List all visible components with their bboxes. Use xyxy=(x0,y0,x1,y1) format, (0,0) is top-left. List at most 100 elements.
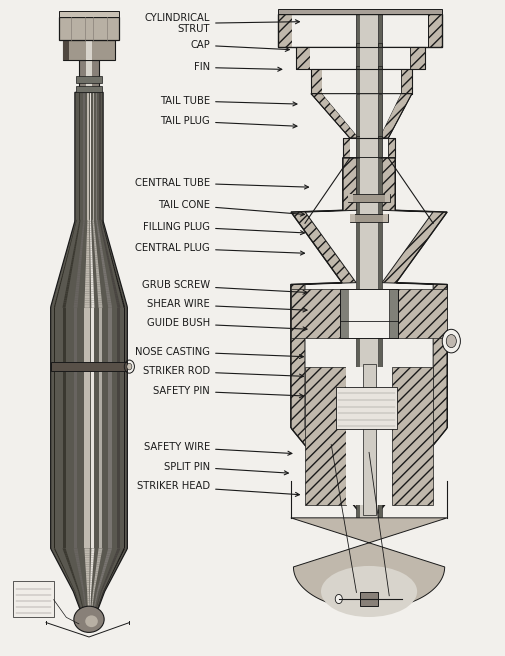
Polygon shape xyxy=(96,227,98,229)
Polygon shape xyxy=(63,480,66,482)
Polygon shape xyxy=(108,371,112,373)
Polygon shape xyxy=(54,534,55,536)
Polygon shape xyxy=(82,588,84,590)
Polygon shape xyxy=(91,415,94,417)
Polygon shape xyxy=(80,579,82,581)
Polygon shape xyxy=(108,381,112,383)
Polygon shape xyxy=(117,498,120,500)
Polygon shape xyxy=(76,283,79,285)
Polygon shape xyxy=(84,426,89,428)
Polygon shape xyxy=(74,392,77,394)
Polygon shape xyxy=(83,218,85,220)
Polygon shape xyxy=(108,495,112,497)
Polygon shape xyxy=(89,597,91,599)
Polygon shape xyxy=(54,398,55,400)
Polygon shape xyxy=(54,385,55,387)
Polygon shape xyxy=(93,590,94,592)
Polygon shape xyxy=(83,130,85,132)
Polygon shape xyxy=(109,264,111,266)
Polygon shape xyxy=(88,615,89,617)
Polygon shape xyxy=(123,518,125,520)
Polygon shape xyxy=(94,583,96,584)
Polygon shape xyxy=(117,410,120,412)
Polygon shape xyxy=(79,101,80,103)
Polygon shape xyxy=(102,232,104,234)
Polygon shape xyxy=(63,434,66,435)
Polygon shape xyxy=(74,592,76,593)
Polygon shape xyxy=(74,306,77,308)
Polygon shape xyxy=(63,525,66,527)
Polygon shape xyxy=(54,347,55,349)
Polygon shape xyxy=(117,442,120,444)
Polygon shape xyxy=(95,570,98,571)
Polygon shape xyxy=(91,385,94,387)
Polygon shape xyxy=(108,459,112,461)
Polygon shape xyxy=(63,500,66,502)
Polygon shape xyxy=(90,575,92,577)
Polygon shape xyxy=(79,128,80,130)
Polygon shape xyxy=(98,239,100,241)
Polygon shape xyxy=(117,381,120,383)
Polygon shape xyxy=(74,360,77,361)
Polygon shape xyxy=(54,356,55,358)
Polygon shape xyxy=(117,385,120,387)
Polygon shape xyxy=(92,216,94,218)
Polygon shape xyxy=(74,468,77,469)
Polygon shape xyxy=(90,251,92,252)
Polygon shape xyxy=(78,602,79,604)
Polygon shape xyxy=(84,439,89,441)
Polygon shape xyxy=(98,514,102,516)
Polygon shape xyxy=(87,193,89,195)
Polygon shape xyxy=(54,455,55,457)
Polygon shape xyxy=(123,322,125,324)
Polygon shape xyxy=(123,390,125,392)
Polygon shape xyxy=(84,554,89,556)
Polygon shape xyxy=(90,173,91,175)
Polygon shape xyxy=(79,119,80,121)
Polygon shape xyxy=(94,251,97,252)
Polygon shape xyxy=(79,215,80,216)
Polygon shape xyxy=(102,571,105,573)
Polygon shape xyxy=(106,239,108,241)
Polygon shape xyxy=(108,361,112,363)
Polygon shape xyxy=(84,617,85,619)
Polygon shape xyxy=(117,351,120,353)
Polygon shape xyxy=(98,365,102,367)
Polygon shape xyxy=(74,327,77,329)
Polygon shape xyxy=(93,239,96,241)
Polygon shape xyxy=(74,408,77,410)
Polygon shape xyxy=(97,288,100,290)
Polygon shape xyxy=(116,279,118,281)
Polygon shape xyxy=(99,141,100,142)
Polygon shape xyxy=(123,388,125,390)
Polygon shape xyxy=(91,487,94,489)
Polygon shape xyxy=(91,505,94,507)
Polygon shape xyxy=(54,449,55,451)
Polygon shape xyxy=(108,435,112,437)
Polygon shape xyxy=(91,292,93,293)
Polygon shape xyxy=(123,529,125,531)
Polygon shape xyxy=(92,148,94,150)
Polygon shape xyxy=(74,475,77,476)
Polygon shape xyxy=(123,405,125,407)
Polygon shape xyxy=(91,419,94,421)
Polygon shape xyxy=(90,579,92,581)
Polygon shape xyxy=(91,624,92,626)
Polygon shape xyxy=(91,414,94,415)
Polygon shape xyxy=(96,110,97,112)
Polygon shape xyxy=(54,378,55,380)
Polygon shape xyxy=(88,617,89,619)
Polygon shape xyxy=(84,405,89,407)
Polygon shape xyxy=(77,277,80,279)
Polygon shape xyxy=(84,392,89,394)
Polygon shape xyxy=(74,537,77,539)
Polygon shape xyxy=(84,313,89,315)
Polygon shape xyxy=(108,437,112,439)
Polygon shape xyxy=(96,180,97,182)
Polygon shape xyxy=(99,186,100,188)
Polygon shape xyxy=(90,175,91,176)
Polygon shape xyxy=(108,537,112,539)
Polygon shape xyxy=(63,373,66,374)
Polygon shape xyxy=(108,505,112,507)
Polygon shape xyxy=(69,566,72,568)
